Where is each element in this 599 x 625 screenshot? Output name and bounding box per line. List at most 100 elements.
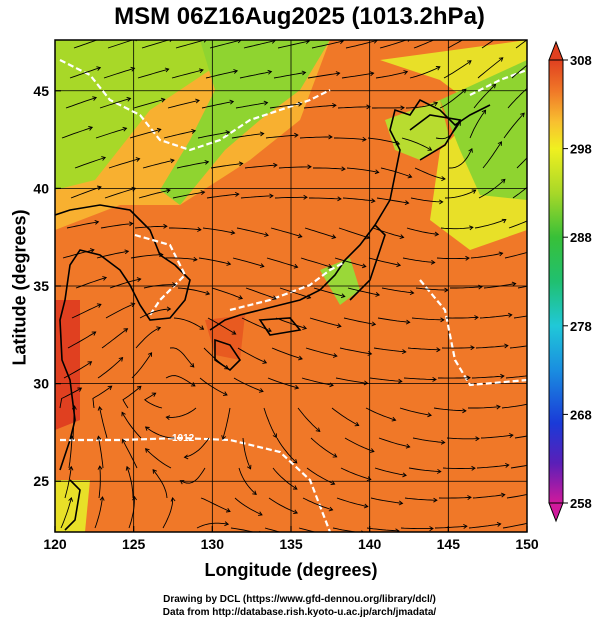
streamline: [339, 347, 372, 355]
streamline-arrowhead: [478, 284, 483, 290]
x-tick-label: 120: [43, 536, 67, 552]
streamline: [279, 287, 311, 299]
streamline-arrowhead: [224, 521, 230, 527]
streamline: [122, 439, 138, 469]
streamline: [241, 317, 272, 332]
streamline: [201, 101, 234, 109]
streamline-arrowhead: [367, 351, 373, 356]
streamline-arrowhead: [369, 448, 375, 453]
streamline-arrowhead: [362, 136, 367, 142]
streamline: [74, 157, 106, 169]
streamline-arrowhead: [203, 40, 207, 43]
y-tick-label: 35: [33, 278, 49, 294]
streamline-arrowhead: [272, 295, 277, 301]
streamline: [343, 317, 376, 325]
streamline: [483, 283, 516, 289]
streamline: [172, 191, 205, 199]
streamline: [99, 97, 131, 109]
streamline-arrowhead: [533, 58, 537, 62]
streamline-arrowhead: [538, 29, 542, 33]
colorbar-bottom-arrow: [548, 502, 564, 523]
streamline-arrowhead: [233, 69, 239, 74]
streamline-arrowhead: [195, 98, 200, 104]
streamline: [236, 227, 269, 236]
streamline: [347, 287, 380, 296]
colorbar-tick-label: 278: [570, 319, 592, 334]
streamline-arrowhead: [262, 359, 268, 364]
streamline: [237, 347, 267, 364]
streamline-arrowhead: [166, 188, 171, 194]
streamline: [67, 331, 96, 349]
streamline-arrowhead: [166, 306, 172, 312]
isobars: [59, 59, 527, 532]
streamline-arrowhead: [471, 189, 477, 194]
streamline: [100, 223, 133, 229]
streamline: [134, 225, 167, 229]
streamline: [133, 98, 165, 109]
streamline: [196, 522, 229, 529]
streamline-arrowhead: [315, 427, 321, 432]
streamline: [307, 72, 340, 79]
streamline: [504, 251, 527, 259]
lat-lon-grid: [55, 40, 527, 532]
streamline: [404, 497, 437, 501]
streamline: [309, 197, 342, 200]
streamline-arrowhead: [87, 361, 93, 366]
streamline: [265, 134, 298, 139]
streamline: [336, 497, 368, 508]
streamline: [108, 158, 140, 169]
streamline: [301, 377, 334, 386]
colorbar-top-arrow: [548, 40, 564, 61]
streamline: [470, 252, 503, 259]
streamline-arrowhead: [122, 126, 128, 132]
streamline: [169, 227, 201, 231]
streamline-arrowhead: [441, 176, 446, 182]
streamline: [341, 72, 374, 79]
streamline: [66, 221, 99, 229]
streamline-arrowhead: [433, 497, 438, 503]
streamline-arrowhead: [301, 70, 307, 76]
streamline-arrowhead: [538, 342, 542, 346]
streamline: [468, 523, 501, 529]
streamline-arrowhead: [461, 88, 467, 94]
streamline-arrowhead: [427, 146, 433, 151]
streamline: [177, 287, 210, 295]
streamline-arrowhead: [190, 382, 196, 387]
streamline: [163, 130, 196, 139]
streamline-arrowhead: [225, 130, 231, 136]
streamline: [366, 527, 399, 532]
streamline-arrowhead: [225, 507, 231, 513]
streamline-arrowhead: [94, 219, 100, 225]
streamline: [203, 347, 229, 370]
streamline: [505, 375, 527, 379]
streamline-arrowhead: [136, 277, 142, 283]
streamline: [472, 494, 505, 499]
streamline: [313, 287, 345, 297]
streamline-arrowhead: [509, 433, 514, 438]
streamline-arrowhead: [397, 378, 403, 384]
streamline-arrowhead: [89, 248, 95, 253]
streamline-arrowhead: [498, 251, 504, 257]
streamline: [502, 522, 527, 529]
streamline: [477, 57, 504, 79]
streamline: [167, 99, 200, 109]
streamline: [446, 437, 480, 440]
streamline-arrowhead: [193, 256, 198, 262]
colorbar: 308 298 288 278 268 258: [548, 40, 592, 523]
streamline: [514, 435, 527, 439]
streamline-arrowhead: [238, 161, 244, 167]
streamline: [98, 466, 101, 499]
x-tick-label: 150: [515, 536, 539, 552]
streamline: [202, 227, 235, 234]
isobar-northeast: [469, 68, 527, 96]
shikoku-coastline: [258, 317, 302, 336]
streamline: [342, 197, 375, 202]
streamline-arrowhead: [294, 132, 299, 138]
streamline: [303, 104, 336, 109]
streamline: [368, 257, 401, 266]
colorbar-tick-label: 308: [570, 53, 592, 68]
streamline-arrowhead: [468, 148, 473, 153]
streamline: [267, 377, 299, 389]
streamline-arrowhead: [297, 101, 303, 107]
streamline-arrowhead: [402, 349, 407, 355]
